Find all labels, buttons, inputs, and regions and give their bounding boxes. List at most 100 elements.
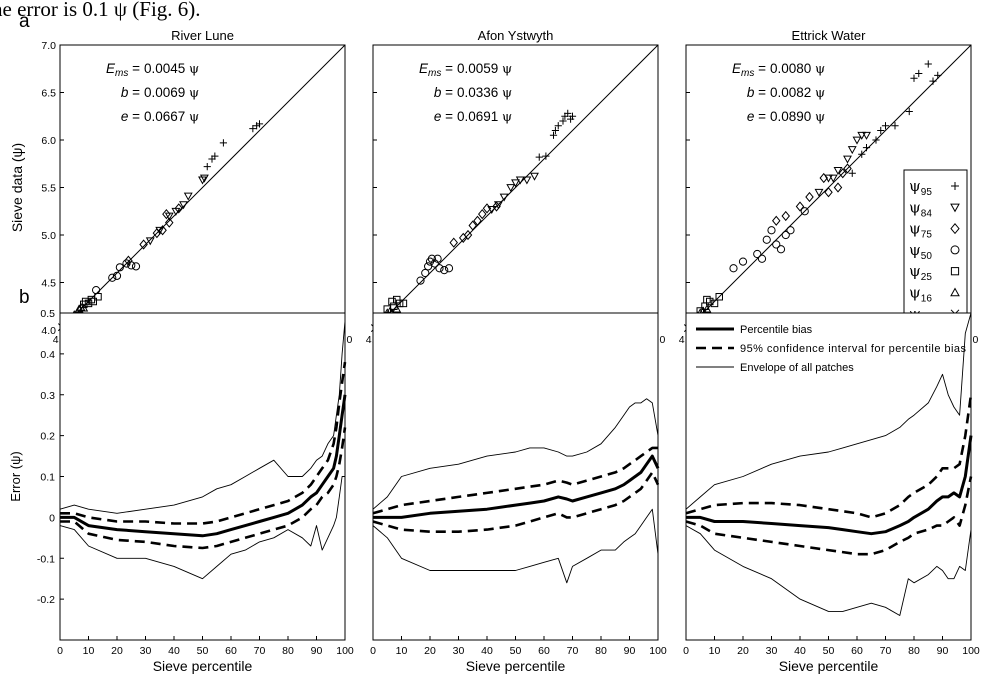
data-point [179,201,188,210]
stat-equals: = [128,109,140,124]
psi-symbol: ψ [815,86,825,101]
y-tick-label: -0.2 [37,594,55,606]
stat-value: 0.0336 ψ [457,85,512,101]
legend-marker [950,245,960,255]
stat-number: 0.0080 [770,61,815,76]
data-point [115,263,124,272]
error-panel-river-lune: 0 10 20 30 40 50 60 70 80 90 100 -0.2 -0.1 0 0.1 0.2 0.3… [8,308,354,674]
y-tick-label: 0.1 [40,472,55,484]
data-point [416,276,425,285]
data-point [198,176,207,185]
data-point [430,259,439,268]
legend-marker [951,182,959,190]
data-point [522,176,532,185]
data-point [559,117,567,125]
data-point [862,131,871,140]
psi-symbol: ψ [189,110,199,125]
x-tick-label: 70 [880,645,892,657]
data-point [881,122,890,130]
data-point [211,152,219,160]
error-panel-ettrick-water: 0 10 20 30 40 50 60 70 80 90 100 Sieve percentile Pe… [683,312,980,674]
series-line [372,398,659,510]
data-point [843,155,852,164]
x-tick-label: 80 [282,645,294,657]
data-point [127,261,136,270]
data-point [164,217,174,228]
data-point [554,122,562,130]
legend-label: ψ16 [909,284,932,305]
stat-line: b = [434,85,453,100]
data-point [872,136,880,144]
stat-symbol: b [747,85,755,100]
stat-number: 0.0691 [457,109,502,124]
legend-subscript: 95 [921,187,933,198]
error-panel-afon-ystwyth: 0 10 20 30 40 50 60 70 80 90 100 Sieve percentile [370,312,667,674]
x-tick-label: 0 [57,645,63,657]
data-point [753,249,762,259]
legend-psi: ψ [909,177,921,195]
legend-label: Percentile bias [740,324,813,336]
data-point [715,293,723,301]
data-point [162,208,171,220]
data-point [710,299,719,308]
legend-label: ψ75 [909,220,932,241]
legend-label: ψ50 [909,241,932,262]
y-tick-label: 4.5 [41,278,56,290]
x-axis-label: Sieve percentile [153,658,253,674]
stat-subscript: ms [741,68,754,79]
data-point [738,257,748,266]
x-tick-label: 50 [823,645,835,657]
x-tick-label: 70 [254,645,266,657]
legend-marker [950,287,960,297]
data-point [74,304,84,313]
x-tick-label: 70 [567,645,579,657]
stat-number: 0.0336 [457,85,502,100]
panel-title: Ettrick Water [792,28,867,43]
legend-psi: ψ [909,241,921,259]
stat-symbol: b [434,85,442,100]
data-point [702,304,712,313]
psi-symbol: ψ [189,62,199,77]
data-point [482,203,492,214]
stat-number: 0.0045 [144,61,189,76]
legend-psi: ψ [909,220,921,238]
x-tick-label: 40 [481,645,493,657]
data-point [824,187,833,198]
panel-title: Afon Ystwyth [478,28,554,43]
stat-equals: = [754,61,766,76]
x-tick-label: 30 [140,645,152,657]
legend-marker [950,203,960,213]
stat-number: 0.0667 [144,109,189,124]
data-point [152,227,162,239]
series-line [686,435,973,536]
data-point [145,237,155,246]
data-point [468,220,478,231]
data-point [805,191,814,203]
data-point [108,273,117,282]
data-point [776,245,786,254]
data-point [905,107,913,116]
y-tick-label: -0.1 [37,553,55,565]
x-tick-label: 80 [908,645,920,657]
stat-symbol: e [121,109,129,124]
legend-subscript: 50 [921,251,933,262]
psi-symbol: ψ [502,62,512,77]
stat-value: 0.0059 ψ [457,61,512,77]
psi-symbol: ψ [502,110,512,125]
data-point [762,235,771,244]
reference-line [59,44,346,331]
x-tick-label: 20 [737,645,749,657]
stat-equals: = [441,109,453,124]
reference-line [372,44,659,331]
legend-label: ψ25 [909,262,932,283]
y-tick-label: 0.5 [40,308,55,320]
stat-equals: = [754,109,766,124]
legend-label: 95% confidence interval for percentile b… [740,343,967,355]
series-line [60,361,347,525]
y-tick-label: 0 [49,512,55,524]
data-point [139,239,148,250]
data-point [79,303,89,312]
series-line [372,508,659,584]
stat-line: Ems = [106,61,140,79]
